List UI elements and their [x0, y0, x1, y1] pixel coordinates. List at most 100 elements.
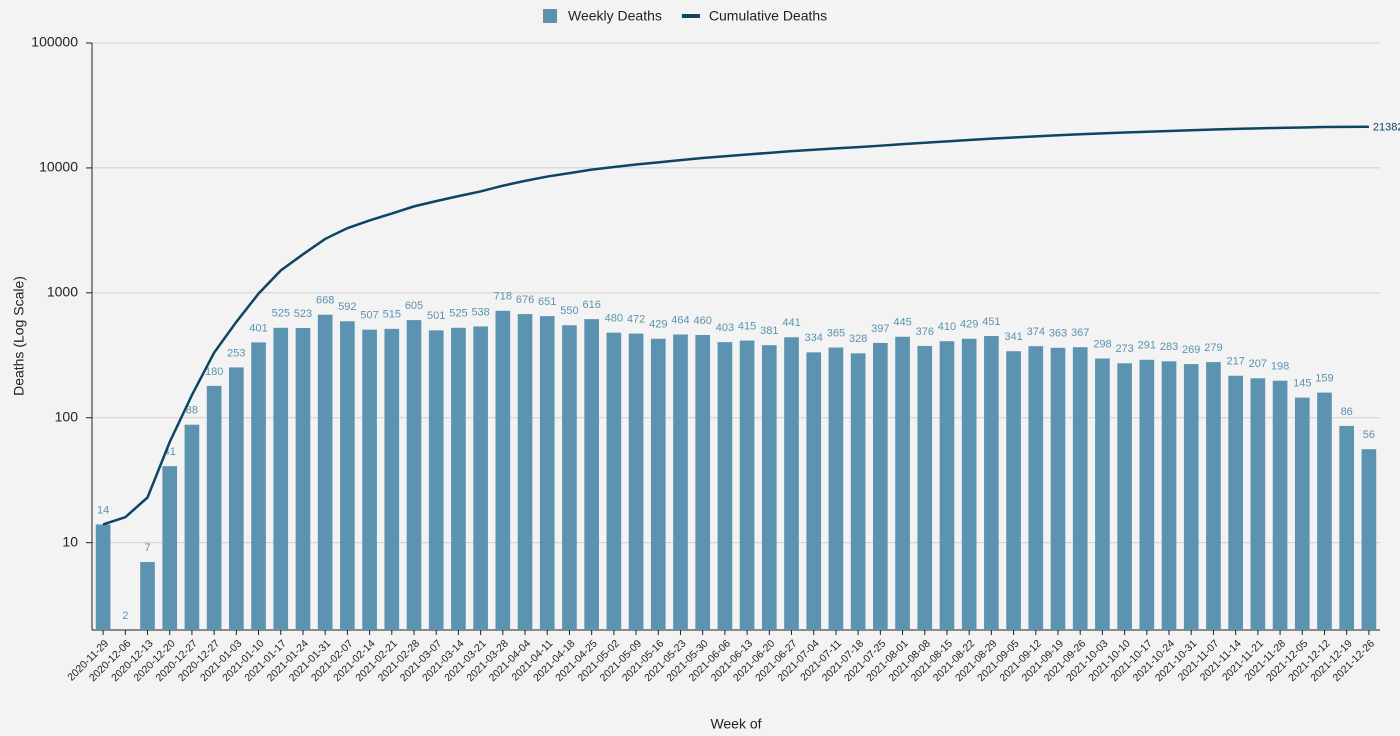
bar — [1072, 347, 1088, 630]
bar — [1272, 380, 1288, 630]
value-label: 415 — [738, 320, 756, 332]
bar — [1339, 425, 1355, 630]
y-tick-label: 10 — [62, 533, 78, 549]
bar — [1139, 359, 1155, 630]
legend-label: Cumulative Deaths — [709, 8, 827, 24]
value-label: 718 — [494, 291, 512, 303]
bar — [229, 367, 244, 630]
bar — [562, 325, 577, 630]
value-label: 273 — [1115, 343, 1133, 355]
value-label: 441 — [782, 317, 800, 329]
value-label: 616 — [582, 299, 600, 311]
bar — [606, 332, 622, 630]
value-label: 451 — [982, 316, 1000, 328]
value-label: 363 — [1049, 328, 1067, 340]
bar — [828, 347, 844, 630]
bar — [784, 337, 799, 630]
value-label: 328 — [849, 333, 867, 345]
bar — [1161, 361, 1177, 630]
bar — [184, 424, 200, 630]
bar — [539, 316, 555, 630]
bar — [717, 342, 733, 630]
value-label: 159 — [1315, 373, 1333, 385]
bar — [895, 336, 910, 630]
bar — [917, 345, 933, 630]
value-label: 523 — [294, 308, 312, 320]
value-label: 403 — [716, 322, 734, 334]
value-label: 501 — [427, 310, 445, 322]
bar — [806, 352, 822, 630]
value-label: 88 — [186, 405, 198, 417]
value-label: 676 — [516, 294, 534, 306]
y-tick-label: 1000 — [47, 284, 78, 300]
value-label: 605 — [405, 300, 423, 312]
bar — [1250, 378, 1266, 630]
value-label: 525 — [272, 308, 290, 320]
value-label: 429 — [960, 319, 978, 331]
value-label: 180 — [205, 366, 223, 378]
bar — [340, 321, 355, 630]
bar — [473, 326, 488, 630]
value-label: 592 — [338, 301, 356, 313]
bar — [1050, 347, 1066, 630]
value-label: 538 — [471, 306, 489, 318]
bar — [628, 333, 644, 630]
value-label: 472 — [627, 313, 645, 325]
y-tick-label: 10000 — [39, 159, 78, 175]
bar — [673, 334, 688, 630]
bar — [939, 341, 955, 630]
value-label: 367 — [1071, 327, 1089, 339]
value-label: 56 — [1363, 429, 1375, 441]
bar — [1228, 375, 1243, 630]
bar — [206, 385, 222, 630]
value-label: 507 — [360, 310, 378, 322]
bar — [1206, 362, 1221, 630]
bar — [95, 524, 111, 630]
value-label: 253 — [227, 347, 245, 359]
line — [102, 125, 1369, 526]
bar — [650, 338, 666, 630]
bar — [273, 327, 289, 630]
bar — [140, 562, 155, 630]
value-label: 381 — [760, 325, 778, 337]
value-label: 283 — [1160, 341, 1178, 353]
end-label: 21382 — [1373, 122, 1400, 134]
bar — [162, 466, 178, 630]
bar — [406, 320, 422, 630]
value-label: 480 — [605, 313, 623, 325]
bar — [584, 319, 599, 630]
value-label: 145 — [1293, 378, 1311, 390]
value-label: 374 — [1027, 326, 1045, 338]
value-label: 445 — [893, 317, 911, 329]
value-label: 86 — [1341, 406, 1353, 418]
bar — [1095, 358, 1110, 630]
bar — [984, 336, 999, 630]
bar — [384, 328, 400, 630]
value-label: 2 — [122, 610, 128, 622]
value-label: 525 — [449, 308, 467, 320]
bar — [1117, 363, 1132, 630]
bar — [850, 353, 866, 630]
legend-label: Weekly Deaths — [568, 8, 662, 24]
bar — [961, 338, 977, 630]
bar — [1006, 351, 1021, 630]
value-label: 410 — [938, 321, 956, 333]
value-label: 550 — [560, 305, 578, 317]
bar — [495, 310, 511, 630]
value-label: 291 — [1138, 340, 1156, 352]
bar — [1317, 392, 1332, 630]
y-tick-label: 100000 — [31, 34, 78, 50]
x-axis-title: Week of — [710, 716, 761, 732]
bar — [517, 314, 533, 630]
bar — [1028, 346, 1044, 630]
bar — [428, 330, 444, 630]
value-label: 651 — [538, 296, 556, 308]
bar — [761, 345, 777, 630]
y-axis-title: Deaths (Log Scale) — [11, 276, 27, 396]
value-label: 429 — [649, 319, 667, 331]
legend-swatch — [543, 9, 557, 23]
value-label: 341 — [1004, 331, 1022, 343]
value-label: 334 — [805, 332, 823, 344]
value-label: 298 — [1093, 338, 1111, 350]
